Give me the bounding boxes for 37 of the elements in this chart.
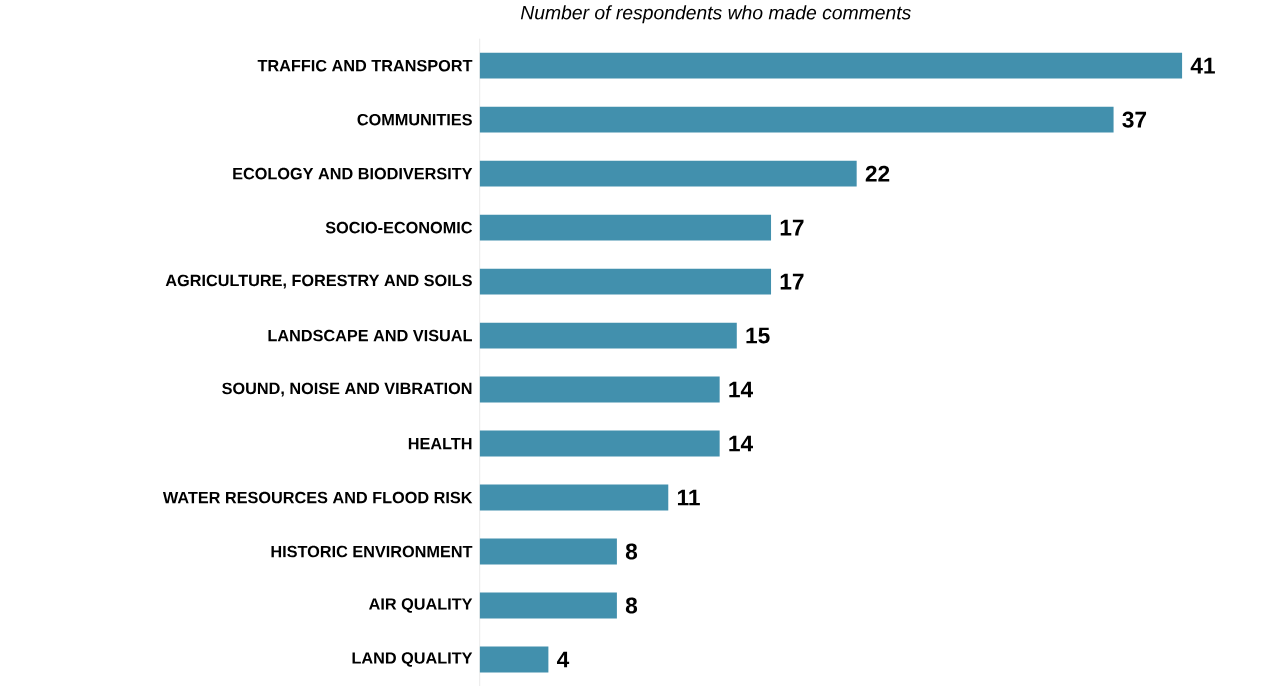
y-tick-label: SOCIO-ECONOMIC: [325, 221, 473, 234]
y-tick-label: AGRICULTURE, FORESTRY AND SOILS: [165, 274, 472, 289]
data-label: 15: [746, 327, 770, 344]
bar: [479, 268, 772, 295]
y-tick-label: TRAFFIC AND TRANSPORT: [257, 59, 473, 72]
bar: [479, 592, 617, 619]
bar: [479, 430, 720, 457]
y-tick-label: HISTORIC ENVIRONMENT: [271, 545, 473, 558]
bar: [479, 484, 669, 511]
data-label: 4: [556, 651, 570, 668]
y-tick-label: HEALTH: [408, 437, 472, 449]
data-label: 14: [729, 435, 753, 452]
bar: [479, 160, 857, 187]
bar: [479, 214, 772, 241]
bar: [479, 52, 1183, 79]
y-tick-label: SOUND, NOISE AND VIBRATION: [222, 382, 472, 397]
data-label: 8: [625, 597, 638, 614]
y-tick-label: AIR QUALITY: [369, 598, 473, 613]
data-label: 41: [1190, 57, 1215, 74]
bar: [479, 538, 617, 565]
y-tick-label: COMMUNITIES: [357, 113, 472, 126]
data-label: 11: [677, 489, 700, 506]
y-tick-label: LAND QUALITY: [352, 651, 473, 667]
data-label: 17: [780, 219, 804, 236]
data-label: 17: [780, 273, 804, 290]
data-label: 22: [865, 165, 890, 182]
data-label: 37: [1122, 111, 1147, 128]
y-tick-label: WATER RESOURCES AND FLOOD RISK: [162, 491, 473, 504]
chart-title: Number of respondents who made comments: [520, 5, 911, 24]
bar: [479, 106, 1114, 133]
bar: [479, 646, 549, 673]
y-tick-label: ECOLOGY AND BIODIVERSITY: [233, 167, 473, 180]
bar: [479, 376, 720, 403]
bar: [479, 322, 737, 349]
y-tick-label: LANDSCAPE AND VISUAL: [268, 329, 472, 342]
data-label: 8: [625, 543, 638, 560]
data-label: 14: [729, 381, 753, 398]
